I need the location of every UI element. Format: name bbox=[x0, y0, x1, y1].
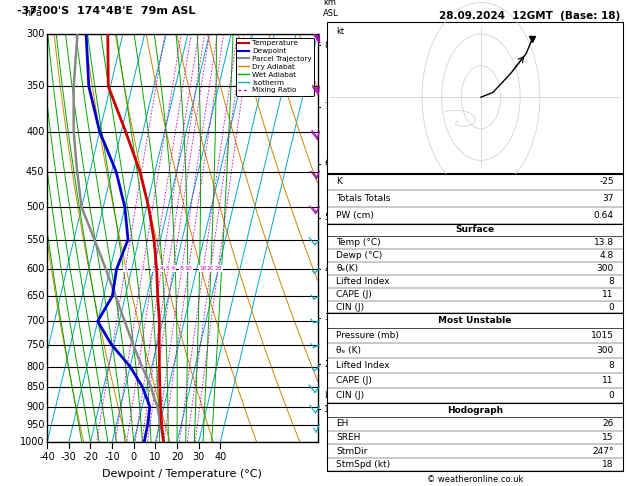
Text: 0: 0 bbox=[608, 303, 614, 312]
Text: PW (cm): PW (cm) bbox=[336, 211, 374, 220]
Text: Surface: Surface bbox=[455, 226, 494, 234]
Text: 37: 37 bbox=[603, 194, 614, 203]
Text: 850: 850 bbox=[26, 382, 45, 392]
Text: CAPE (J): CAPE (J) bbox=[336, 376, 372, 385]
Text: Pressure (mb): Pressure (mb) bbox=[336, 331, 399, 341]
Text: -37°00'S  174°4B'E  79m ASL: -37°00'S 174°4B'E 79m ASL bbox=[18, 6, 196, 16]
Text: 6: 6 bbox=[171, 266, 175, 271]
Text: 5: 5 bbox=[325, 213, 330, 223]
Text: 0: 0 bbox=[131, 452, 136, 463]
Text: 18: 18 bbox=[603, 460, 614, 469]
Text: 5: 5 bbox=[166, 266, 170, 271]
Text: -25: -25 bbox=[599, 177, 614, 186]
Text: 11: 11 bbox=[603, 290, 614, 299]
Text: 10: 10 bbox=[149, 452, 162, 463]
Text: 1: 1 bbox=[123, 266, 127, 271]
Text: Totals Totals: Totals Totals bbox=[336, 194, 391, 203]
Text: Lifted Index: Lifted Index bbox=[336, 277, 389, 286]
Text: 900: 900 bbox=[26, 401, 45, 412]
Text: 300: 300 bbox=[596, 347, 614, 355]
Text: -30: -30 bbox=[61, 452, 77, 463]
Text: 30: 30 bbox=[192, 452, 205, 463]
Text: θₑ(K): θₑ(K) bbox=[336, 264, 358, 273]
Text: 15: 15 bbox=[603, 433, 614, 442]
Text: 4.8: 4.8 bbox=[599, 251, 614, 260]
Text: 8: 8 bbox=[180, 266, 184, 271]
Text: 0: 0 bbox=[608, 391, 614, 400]
Text: 400: 400 bbox=[26, 126, 45, 137]
Text: Most Unstable: Most Unstable bbox=[438, 316, 511, 326]
Text: 3: 3 bbox=[152, 266, 155, 271]
Text: CAPE (J): CAPE (J) bbox=[336, 290, 372, 299]
Text: K: K bbox=[336, 177, 342, 186]
Text: 11: 11 bbox=[603, 376, 614, 385]
Text: 1000: 1000 bbox=[20, 437, 45, 447]
Text: 20: 20 bbox=[171, 452, 183, 463]
Text: Mixing Ratio (g/kg): Mixing Ratio (g/kg) bbox=[351, 198, 360, 278]
Text: CIN (J): CIN (J) bbox=[336, 303, 364, 312]
FancyBboxPatch shape bbox=[327, 174, 623, 224]
Text: CIN (J): CIN (J) bbox=[336, 391, 364, 400]
Text: 1015: 1015 bbox=[591, 331, 614, 341]
Text: SREH: SREH bbox=[336, 433, 360, 442]
Text: 28.09.2024  12GMT  (Base: 18): 28.09.2024 12GMT (Base: 18) bbox=[438, 11, 620, 21]
Text: 4: 4 bbox=[160, 266, 164, 271]
Text: 8: 8 bbox=[608, 277, 614, 286]
Text: 800: 800 bbox=[26, 362, 45, 372]
Text: 3: 3 bbox=[325, 313, 330, 322]
Bar bbox=[327, 22, 623, 173]
Text: -40: -40 bbox=[39, 452, 55, 463]
Text: 13.8: 13.8 bbox=[594, 238, 614, 247]
Text: 2: 2 bbox=[325, 360, 330, 369]
Text: StmSpd (kt): StmSpd (kt) bbox=[336, 460, 390, 469]
Text: Lifted Index: Lifted Index bbox=[336, 362, 389, 370]
Text: -10: -10 bbox=[104, 452, 120, 463]
Text: 650: 650 bbox=[26, 291, 45, 301]
Text: 247°: 247° bbox=[593, 447, 614, 455]
Text: 950: 950 bbox=[26, 420, 45, 430]
Text: 6: 6 bbox=[325, 159, 330, 168]
Text: hPa: hPa bbox=[24, 8, 42, 17]
Text: 4: 4 bbox=[325, 264, 330, 274]
FancyBboxPatch shape bbox=[327, 403, 623, 471]
Text: 10: 10 bbox=[185, 266, 192, 271]
Legend: Temperature, Dewpoint, Parcel Trajectory, Dry Adiabat, Wet Adiabat, Isotherm, Mi: Temperature, Dewpoint, Parcel Trajectory… bbox=[236, 37, 314, 96]
Text: 600: 600 bbox=[26, 264, 45, 274]
Text: Hodograph: Hodograph bbox=[447, 406, 503, 415]
Text: 8: 8 bbox=[608, 362, 614, 370]
Text: 25: 25 bbox=[214, 266, 222, 271]
Text: 450: 450 bbox=[26, 167, 45, 176]
Text: Dewpoint / Temperature (°C): Dewpoint / Temperature (°C) bbox=[103, 469, 262, 479]
Text: 40: 40 bbox=[214, 452, 226, 463]
Text: 20: 20 bbox=[207, 266, 214, 271]
Text: 750: 750 bbox=[26, 340, 45, 350]
Text: 700: 700 bbox=[26, 316, 45, 326]
FancyBboxPatch shape bbox=[327, 313, 623, 403]
Text: © weatheronline.co.uk: © weatheronline.co.uk bbox=[426, 474, 523, 484]
Text: 8: 8 bbox=[325, 41, 330, 50]
Text: 26: 26 bbox=[603, 419, 614, 428]
Text: -20: -20 bbox=[82, 452, 98, 463]
Text: 350: 350 bbox=[26, 81, 45, 91]
Text: 2: 2 bbox=[141, 266, 145, 271]
Text: km
ASL: km ASL bbox=[323, 0, 338, 17]
Text: LCL: LCL bbox=[325, 391, 340, 400]
Text: 7: 7 bbox=[325, 103, 330, 111]
Text: EH: EH bbox=[336, 419, 348, 428]
Text: 300: 300 bbox=[596, 264, 614, 273]
Text: θₑ (K): θₑ (K) bbox=[336, 347, 361, 355]
Text: 500: 500 bbox=[26, 202, 45, 212]
FancyBboxPatch shape bbox=[327, 224, 623, 313]
Text: kt: kt bbox=[336, 27, 344, 36]
Text: Dewp (°C): Dewp (°C) bbox=[336, 251, 382, 260]
Text: StmDir: StmDir bbox=[336, 447, 367, 455]
Text: Temp (°C): Temp (°C) bbox=[336, 238, 381, 247]
Text: 1: 1 bbox=[325, 405, 330, 414]
Text: 300: 300 bbox=[26, 29, 45, 39]
Text: 550: 550 bbox=[26, 235, 45, 244]
Text: 16: 16 bbox=[199, 266, 208, 271]
Text: 0.64: 0.64 bbox=[594, 211, 614, 220]
